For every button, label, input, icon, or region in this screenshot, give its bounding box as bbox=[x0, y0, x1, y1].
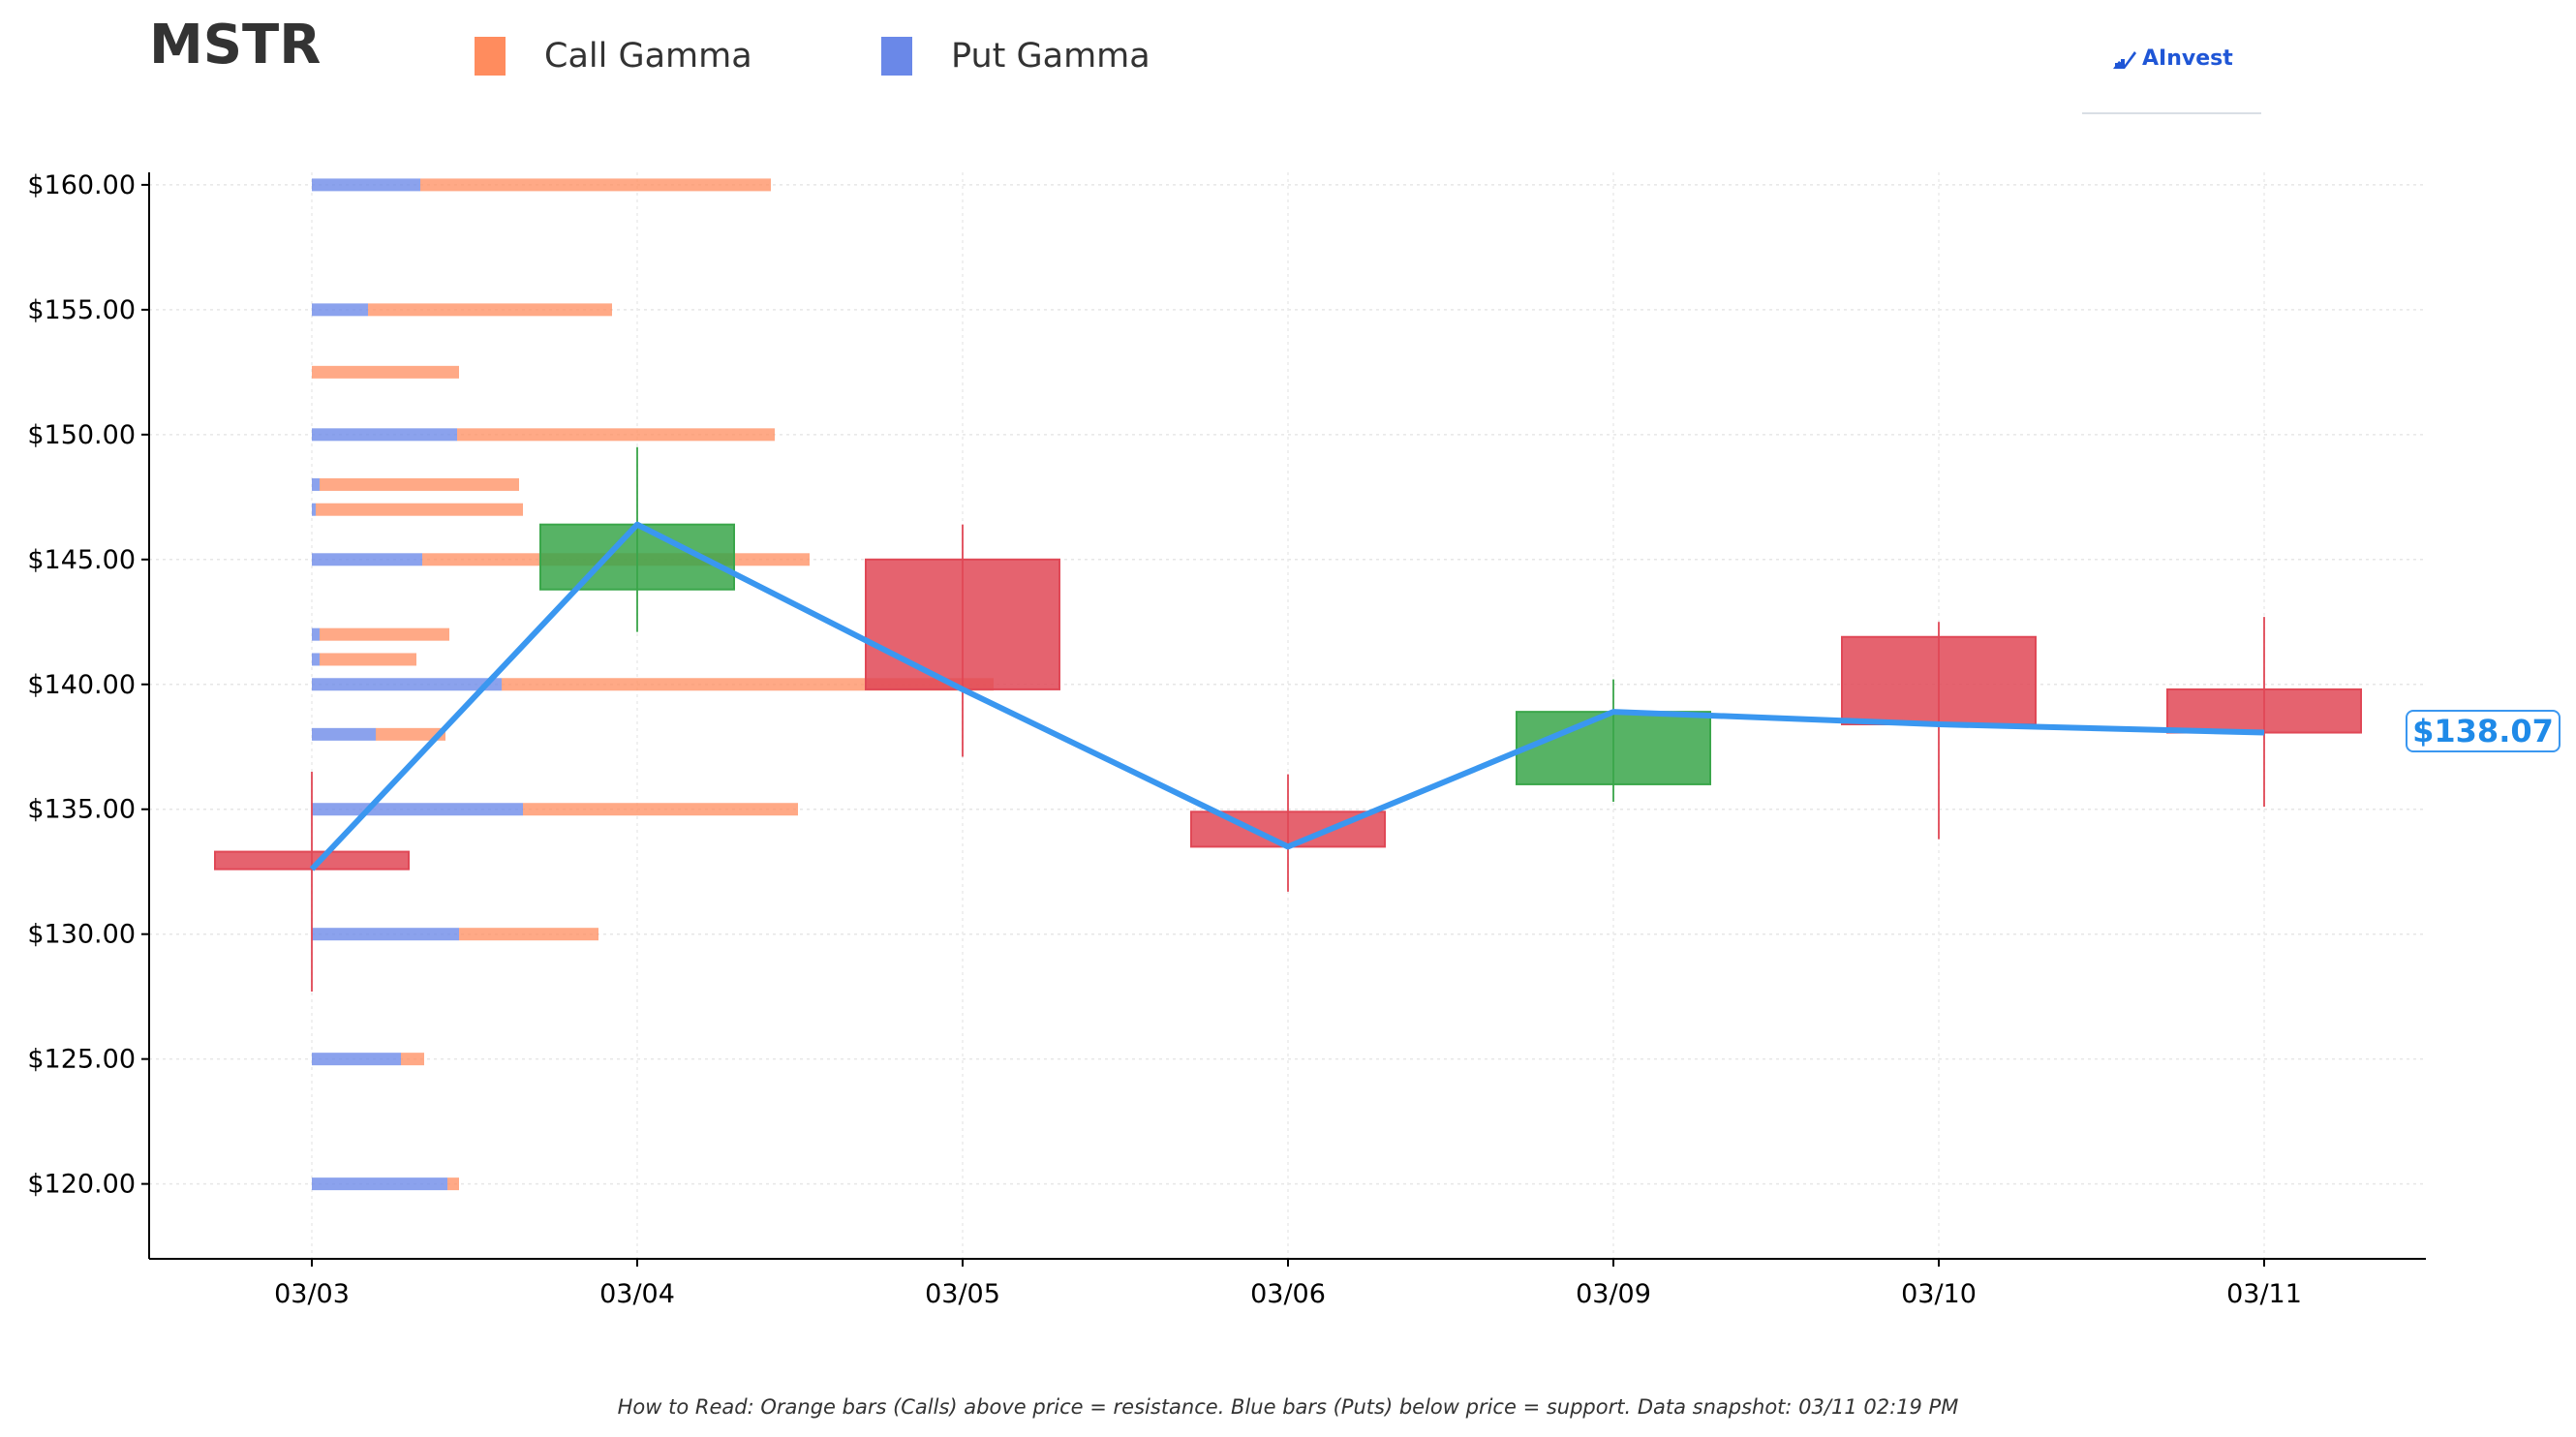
call-gamma-bar bbox=[368, 303, 612, 317]
current-price-tag: $138.07 bbox=[2406, 710, 2561, 752]
gamma-bars bbox=[312, 178, 994, 1191]
call-gamma-bar bbox=[401, 1053, 424, 1066]
candles bbox=[214, 446, 2362, 993]
footnote: How to Read: Orange bars (Calls) above p… bbox=[617, 1395, 1959, 1419]
x-tick-label: 03/11 bbox=[2226, 1279, 2302, 1309]
put-gamma-bar bbox=[312, 303, 368, 317]
x-tick-label: 03/03 bbox=[274, 1279, 350, 1309]
put-gamma-bar bbox=[312, 803, 523, 816]
call-gamma-bar bbox=[312, 365, 459, 379]
call-gamma-bar bbox=[523, 803, 798, 816]
put-gamma-bar bbox=[312, 1053, 401, 1066]
x-tick-label: 03/06 bbox=[1250, 1279, 1326, 1309]
y-tick-label: $150.00 bbox=[27, 420, 136, 450]
legend-swatch-puts bbox=[881, 37, 912, 76]
y-tick-label: $135.00 bbox=[27, 795, 136, 825]
put-gamma-bar bbox=[312, 477, 320, 491]
y-tick-label: $120.00 bbox=[27, 1170, 136, 1200]
ainvest-logo-icon bbox=[2113, 50, 2136, 69]
put-gamma-bar bbox=[312, 178, 420, 192]
put-gamma-bar bbox=[312, 553, 422, 566]
call-gamma-bar bbox=[447, 1177, 459, 1191]
y-tick-label: $140.00 bbox=[27, 670, 136, 700]
legend-swatch-calls bbox=[475, 37, 506, 76]
brand-logo[interactable]: AInvest bbox=[2082, 29, 2261, 114]
x-tick-label: 03/09 bbox=[1576, 1279, 1651, 1309]
call-gamma-bar bbox=[320, 653, 416, 666]
legend-label-calls: Call Gamma bbox=[544, 37, 752, 76]
legend-label-puts: Put Gamma bbox=[951, 37, 1150, 76]
call-gamma-bar bbox=[320, 627, 449, 641]
price-line-group bbox=[309, 521, 2265, 871]
y-tick-label: $130.00 bbox=[27, 920, 136, 950]
call-gamma-bar bbox=[459, 928, 598, 941]
put-gamma-bar bbox=[312, 627, 320, 641]
call-gamma-bar bbox=[320, 477, 519, 491]
grid-lines bbox=[149, 172, 2426, 1259]
put-gamma-bar bbox=[312, 928, 459, 941]
put-gamma-bar bbox=[312, 428, 457, 442]
x-tick-label: 03/04 bbox=[599, 1279, 675, 1309]
x-tick-label: 03/10 bbox=[1901, 1279, 1977, 1309]
put-gamma-bar bbox=[312, 727, 376, 741]
legend-item-puts: Put Gamma bbox=[881, 37, 1150, 76]
y-tick-label: $125.00 bbox=[27, 1045, 136, 1075]
put-gamma-bar bbox=[312, 1177, 447, 1191]
y-tick-label: $145.00 bbox=[27, 545, 136, 575]
legend-item-calls: Call Gamma bbox=[475, 37, 752, 76]
candle-body bbox=[1516, 711, 1711, 785]
call-gamma-bar bbox=[376, 727, 445, 741]
y-tick-label: $160.00 bbox=[27, 170, 136, 200]
put-gamma-bar bbox=[312, 678, 502, 691]
candle-body bbox=[865, 558, 1060, 690]
candle-body bbox=[1841, 635, 2037, 726]
call-gamma-bar bbox=[420, 178, 771, 192]
y-tick-label: $155.00 bbox=[27, 295, 136, 325]
candle-body bbox=[2166, 688, 2362, 734]
put-gamma-bar bbox=[312, 653, 320, 666]
axes: $120.00 $125.00 $130.00 $135.00 $140.00 $145.… bbox=[27, 170, 2426, 1309]
price-line bbox=[309, 521, 2265, 871]
x-tick-label: 03/05 bbox=[925, 1279, 1000, 1309]
ticker-title: MSTR bbox=[149, 14, 322, 76]
put-gamma-bar bbox=[312, 503, 316, 516]
call-gamma-bar bbox=[457, 428, 775, 442]
brand-name: AInvest bbox=[2142, 46, 2233, 71]
call-gamma-bar bbox=[316, 503, 523, 516]
